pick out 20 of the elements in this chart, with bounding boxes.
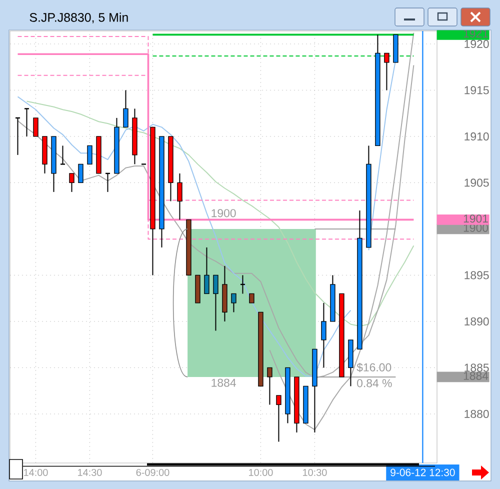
y-tick-label: 1910 [464,132,489,140]
annotation: $16.00 [356,362,392,372]
x-tick-label: 14:30 [78,468,102,476]
annotation: 1900 [212,209,236,218]
annotation: 1884 [212,378,236,387]
y-tick-label: 1895 [464,271,489,280]
x-tick-label: 9-06-12 12:30 [390,468,455,476]
x-tick-label: 14:00 [24,468,48,476]
chart-title: S.JP.J8830, 5 Min [30,12,128,24]
annotation: 0.84 % [357,379,392,388]
y-tick-label: 1915 [464,86,489,94]
x-tick-label: 6-09:00 [136,468,170,476]
x-tick-label: 10:00 [249,468,273,476]
y-tick-label: 1885 [464,364,489,372]
x-tick-label: 10:30 [303,468,327,476]
y-tick-label: 1901 [464,214,488,223]
y-tick-label: 1920 [464,40,489,48]
y-tick-label: 1890 [464,317,489,326]
y-tick-label: 1880 [464,410,489,418]
y-tick-label: 1905 [464,178,489,187]
